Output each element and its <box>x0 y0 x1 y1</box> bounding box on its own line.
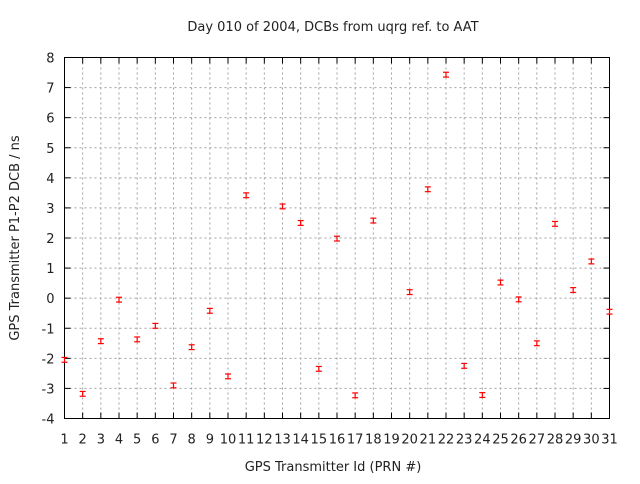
plot-frame <box>64 57 610 419</box>
data-point-prn-31 <box>606 308 613 315</box>
x-tick-label: 4 <box>115 433 123 448</box>
x-tick-label: 25 <box>492 433 509 448</box>
x-tick-label: 2 <box>79 433 87 448</box>
data-point-prn-9 <box>206 307 213 314</box>
x-tick-label: 31 <box>601 433 618 448</box>
x-tick-label: 14 <box>292 433 309 448</box>
data-point-prn-6 <box>152 322 159 329</box>
data-point-prn-2 <box>79 390 86 397</box>
x-tick-label: 27 <box>529 433 546 448</box>
data-point-prn-23 <box>461 362 468 369</box>
x-tick-label: 23 <box>456 433 473 448</box>
y-tick-label: -2 <box>42 352 55 367</box>
data-point-prn-5 <box>134 336 141 343</box>
x-tick-label: 22 <box>438 433 455 448</box>
data-point-prn-16 <box>334 235 340 242</box>
x-tick-label: 16 <box>329 433 346 448</box>
data-point-prn-25 <box>497 279 504 286</box>
y-axis-label: GPS Transmitter P1-P2 DCB / ns <box>8 135 23 341</box>
y-tick-label: 6 <box>46 112 54 127</box>
y-tick-label: -4 <box>42 413 55 428</box>
x-tick-label: 29 <box>565 433 582 448</box>
data-point-prn-10 <box>225 373 231 380</box>
data-point-prn-28 <box>552 220 558 227</box>
x-tick-label: 24 <box>474 433 491 448</box>
x-tick-label: 20 <box>401 433 418 448</box>
y-tick-label: 8 <box>46 52 54 67</box>
y-tick-label: -3 <box>42 382 55 397</box>
x-tick-label: 6 <box>151 433 159 448</box>
x-tick-label: 3 <box>97 433 105 448</box>
x-tick-label: 11 <box>238 433 255 448</box>
data-point-prn-21 <box>424 186 431 193</box>
data-point-prn-22 <box>443 71 449 78</box>
x-tick-label: 10 <box>220 433 237 448</box>
y-tick-label: -1 <box>42 322 55 337</box>
data-point-prn-30 <box>588 258 595 265</box>
data-point-prn-13 <box>279 203 286 210</box>
x-tick-label: 17 <box>347 433 364 448</box>
x-tick-label: 13 <box>274 433 291 448</box>
chart-title: Day 010 of 2004, DCBs from uqrg ref. to … <box>187 20 478 35</box>
data-point-prn-3 <box>97 338 104 345</box>
y-tick-label: 5 <box>46 142 54 157</box>
x-tick-label: 30 <box>583 433 600 448</box>
x-axis-label: GPS Transmitter Id (PRN #) <box>245 460 422 475</box>
data-point-prn-18 <box>370 217 377 224</box>
x-tick-label: 15 <box>311 433 328 448</box>
x-tick-label: 9 <box>206 433 214 448</box>
data-point-prn-4 <box>116 296 122 303</box>
x-tick-label: 19 <box>383 433 400 448</box>
x-tick-label: 18 <box>365 433 382 448</box>
data-point-prn-15 <box>315 365 322 372</box>
data-point-prn-7 <box>170 382 177 389</box>
data-point-prn-20 <box>406 289 413 296</box>
y-tick-label: 7 <box>46 82 54 97</box>
x-tick-label: 21 <box>420 433 437 448</box>
data-point-prn-1 <box>61 356 68 363</box>
y-tick-label: 2 <box>46 232 54 247</box>
data-point-prn-24 <box>479 392 486 399</box>
x-tick-label: 5 <box>133 433 141 448</box>
y-tick-label: 3 <box>46 202 54 217</box>
data-point-prn-27 <box>533 340 540 347</box>
data-point-prn-26 <box>515 296 522 303</box>
y-tick-label: 4 <box>46 172 54 187</box>
data-point-prn-11 <box>243 192 250 199</box>
x-tick-label: 28 <box>547 433 564 448</box>
data-point-prn-14 <box>297 219 304 226</box>
data-point-prn-17 <box>352 392 359 399</box>
data-point-prn-29 <box>570 287 577 294</box>
x-tick-label: 26 <box>510 433 527 448</box>
x-tick-label: 7 <box>169 433 177 448</box>
y-tick-label: 0 <box>46 292 54 307</box>
x-tick-label: 8 <box>188 433 196 448</box>
y-tick-label: 1 <box>46 262 54 277</box>
data-point-prn-8 <box>188 344 195 351</box>
x-tick-label: 12 <box>256 433 273 448</box>
x-tick-label: 1 <box>60 433 68 448</box>
